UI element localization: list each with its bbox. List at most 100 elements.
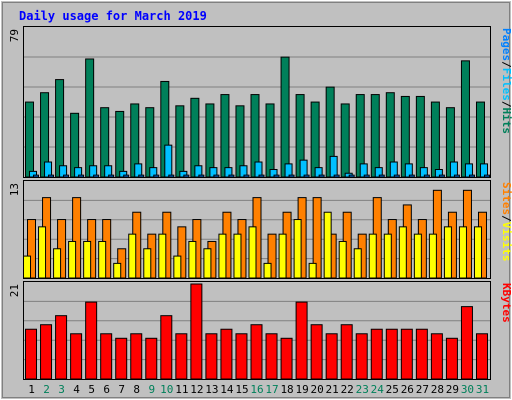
bar-files — [299, 159, 308, 178]
bar-pages — [123, 174, 130, 178]
bar-visits — [428, 233, 437, 279]
slash-label: / — [500, 101, 512, 108]
bar-pages — [363, 174, 370, 178]
day-label: 16 — [250, 383, 263, 396]
day-label: 24 — [371, 383, 385, 396]
bar-files — [164, 144, 173, 178]
bar-visits — [188, 240, 197, 279]
bar-pages — [333, 174, 340, 178]
day-label: 27 — [416, 383, 429, 396]
bar-sites — [267, 233, 277, 279]
chart-title: Daily usage for March 2019 — [19, 9, 207, 23]
bar-hits — [175, 105, 185, 178]
bar-kbytes — [235, 333, 248, 380]
sites-label: Sites — [500, 182, 512, 215]
day-label: 31 — [476, 383, 489, 396]
bar-visits — [368, 233, 377, 279]
day-label: 3 — [58, 383, 65, 396]
bar-visits — [293, 219, 302, 279]
bar-pages — [258, 174, 265, 178]
bar-hits — [340, 103, 350, 178]
bar-pages — [198, 174, 205, 178]
bar-kbytes — [265, 333, 278, 380]
bar-kbytes — [355, 333, 368, 380]
bar-pages — [483, 174, 490, 178]
bar-visits — [233, 233, 242, 279]
day-label: 19 — [295, 383, 308, 396]
bar-hits — [370, 94, 380, 178]
bar-visits — [323, 211, 332, 279]
bar-kbytes — [340, 324, 353, 380]
bar-pages — [468, 174, 475, 178]
bar-kbytes — [250, 324, 263, 380]
bar-files — [329, 155, 338, 178]
visits-panel: 13 Sites/Visits — [8, 180, 512, 279]
bar-kbytes — [160, 315, 173, 380]
bar-visits — [53, 248, 62, 279]
bar-hits — [460, 60, 470, 178]
bar-pages — [93, 174, 100, 178]
bar-kbytes — [475, 333, 488, 380]
visits-ymax-label: 13 — [8, 183, 21, 196]
bar-kbytes — [400, 328, 413, 380]
bar-kbytes — [175, 333, 188, 380]
bar-sites — [27, 219, 37, 279]
day-label: 28 — [431, 383, 444, 396]
bar-hits — [25, 101, 35, 178]
bar-pages — [168, 174, 175, 178]
kbytes-label: KBytes — [500, 283, 512, 323]
bar-hits — [280, 56, 290, 178]
hits-ymax-label: 79 — [8, 29, 21, 42]
bar-visits — [263, 262, 272, 279]
bar-pages — [138, 174, 145, 178]
bar-kbytes — [115, 337, 128, 380]
bar-kbytes — [100, 333, 113, 380]
bar-hits — [310, 101, 320, 178]
bar-visits — [308, 262, 317, 279]
bar-visits — [338, 240, 347, 279]
bar-hits — [145, 107, 155, 178]
bar-visits — [218, 233, 227, 279]
bar-pages — [408, 174, 415, 178]
bar-kbytes — [205, 333, 218, 380]
bar-visits — [143, 248, 152, 279]
bar-kbytes — [325, 333, 338, 380]
bar-visits — [23, 255, 32, 279]
bar-kbytes — [25, 328, 38, 380]
bar-visits — [248, 226, 257, 279]
bar-visits — [68, 240, 77, 279]
bar-pages — [393, 174, 400, 178]
slash-label: / — [500, 61, 512, 68]
bar-sites — [177, 226, 187, 279]
bar-hits — [205, 103, 215, 178]
bar-pages — [153, 174, 160, 178]
bar-visits — [38, 226, 47, 279]
day-label: 12 — [190, 383, 203, 396]
hits-panel: 79 Pages/Files/Hits — [8, 26, 512, 178]
hits-label: Hits — [500, 108, 512, 135]
bar-pages — [303, 174, 310, 178]
day-label: 13 — [205, 383, 218, 396]
bar-pages — [183, 174, 190, 178]
day-label: 9 — [148, 383, 155, 396]
bar-visits — [398, 226, 407, 279]
day-label: 22 — [341, 383, 354, 396]
bar-hits — [220, 94, 230, 178]
kbytes-panel: 21 KBytes — [8, 281, 512, 380]
bar-visits — [353, 248, 362, 279]
day-label: 26 — [401, 383, 414, 396]
day-label: 6 — [103, 383, 110, 396]
bar-kbytes — [190, 283, 203, 380]
day-label: 8 — [133, 383, 140, 396]
bar-kbytes — [370, 328, 383, 380]
bar-visits — [113, 262, 122, 279]
day-label: 29 — [446, 383, 459, 396]
bar-kbytes — [85, 301, 98, 380]
day-label: 17 — [265, 383, 278, 396]
bar-visits — [458, 226, 467, 279]
files-label: Files — [500, 68, 512, 101]
day-label: 14 — [220, 383, 234, 396]
bar-sites — [72, 197, 82, 279]
bar-kbytes — [40, 324, 53, 380]
